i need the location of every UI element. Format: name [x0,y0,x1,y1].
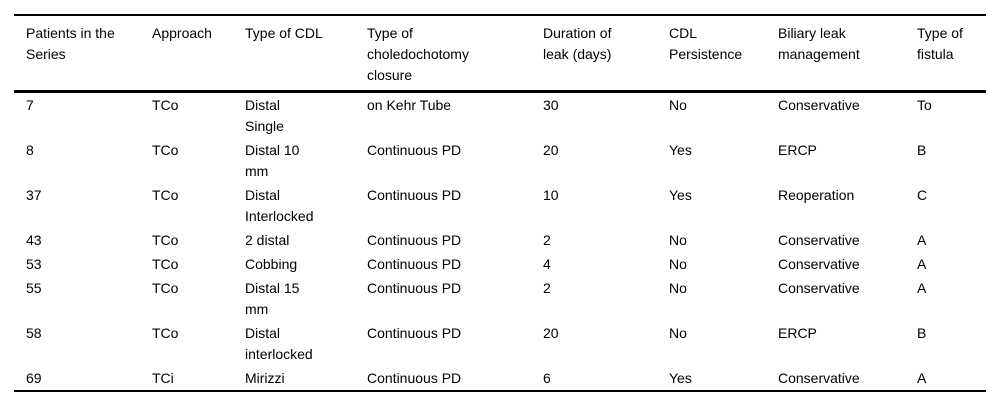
table-cell: Distal Single [245,97,284,134]
table-cell: TCo [152,142,179,158]
column-header-type-of-fistula: Type of fistula [917,15,986,93]
table-cell: No [669,325,687,341]
patients-table: Patients in the Series Approach Type of … [14,14,986,392]
column-header-biliary-leak-management: Biliary leak management [778,15,917,93]
table-cell: No [669,280,687,296]
table-cell: TCo [152,97,179,113]
table-cell: 20 [543,325,559,341]
table-cell: Yes [669,187,692,203]
column-header-cdl-persistence: CDL Persistence [669,15,778,93]
table-cell: TCo [152,256,179,272]
table-cell: A [917,280,927,296]
table-cell: TCo [152,280,179,296]
table-cell: TCo [152,325,179,341]
table-cell: A [917,256,927,272]
table-cell: 2 [543,280,551,296]
table-cell: 55 [26,280,42,296]
table-cell: ERCP [778,142,817,158]
table-cell: Distal 10 mm [245,142,300,179]
table-cell: Conservative [778,232,860,248]
table-cell: 69 [26,370,42,386]
table-cell: Mirizzi [245,370,285,386]
table-row: 8 TCo Distal 10 mm Continuous PD 20 Yes … [14,138,986,183]
table-cell: 10 [543,187,559,203]
header-row: Patients in the Series Approach Type of … [14,15,986,93]
table-cell: Continuous PD [367,370,462,386]
table-cell: ERCP [778,325,817,341]
column-header-approach: Approach [152,15,245,93]
table-cell: Distal interlocked [245,325,313,362]
table-cell: Continuous PD [367,325,462,341]
table-cell: A [917,232,927,248]
column-header-patients: Patients in the Series [14,15,152,93]
table-row: 55 TCo Distal 15 mm Continuous PD 2 No C… [14,276,986,321]
table-cell: 58 [26,325,42,341]
table-row: 69 TCi Mirizzi Continuous PD 6 Yes Conse… [14,366,986,391]
table-cell: TCo [152,187,179,203]
table-row: 7 TCo Distal Single on Kehr Tube 30 No C… [14,92,986,139]
table-cell: Conservative [778,97,860,113]
table-cell: 7 [26,97,34,113]
table-cell: 53 [26,256,42,272]
table-cell: 43 [26,232,42,248]
table-cell: 37 [26,187,42,203]
table-cell: Distal 15 mm [245,280,300,317]
table-cell: B [917,142,927,158]
table-cell: Continuous PD [367,256,462,272]
table-row: 43 TCo 2 distal Continuous PD 2 No Conse… [14,228,986,252]
column-header-type-of-cdl: Type of CDL [245,15,367,93]
table-cell: Conservative [778,256,860,272]
table-cell: No [669,97,687,113]
table-cell: 2 distal [245,232,290,248]
table-row: 53 TCo Cobbing Continuous PD 4 No Conser… [14,252,986,276]
table-cell: Conservative [778,280,860,296]
table-cell: TCo [152,232,179,248]
table-cell: Conservative [778,370,860,386]
table-cell: A [917,370,927,386]
table-cell: Yes [669,370,692,386]
table-cell: No [669,232,687,248]
table-cell: To [917,97,932,113]
table-cell: 30 [543,97,559,113]
table-cell: 4 [543,256,551,272]
table-cell: 2 [543,232,551,248]
table-cell: 6 [543,370,551,386]
table-cell: Distal Interlocked [245,187,314,224]
table-cell: B [917,325,927,341]
table-cell: Continuous PD [367,232,462,248]
table-cell: 8 [26,142,34,158]
table-row: 58 TCo Distal interlocked Continuous PD … [14,321,986,366]
table-cell: 20 [543,142,559,158]
table-cell: Reoperation [778,187,855,203]
table-cell: No [669,256,687,272]
table-cell: C [917,187,928,203]
table-row: 37 TCo Distal Interlocked Continuous PD … [14,183,986,228]
table-cell: on Kehr Tube [367,97,452,113]
table-cell: Continuous PD [367,187,462,203]
table-cell: Continuous PD [367,142,462,158]
table-cell: Yes [669,142,692,158]
column-header-choledochotomy-closure: Type of choledochotomy closure [367,15,543,93]
table-cell: Cobbing [245,256,298,272]
column-header-duration-of-leak: Duration of leak (days) [543,15,669,93]
table-cell: TCi [152,370,174,386]
table-cell: Continuous PD [367,280,462,296]
